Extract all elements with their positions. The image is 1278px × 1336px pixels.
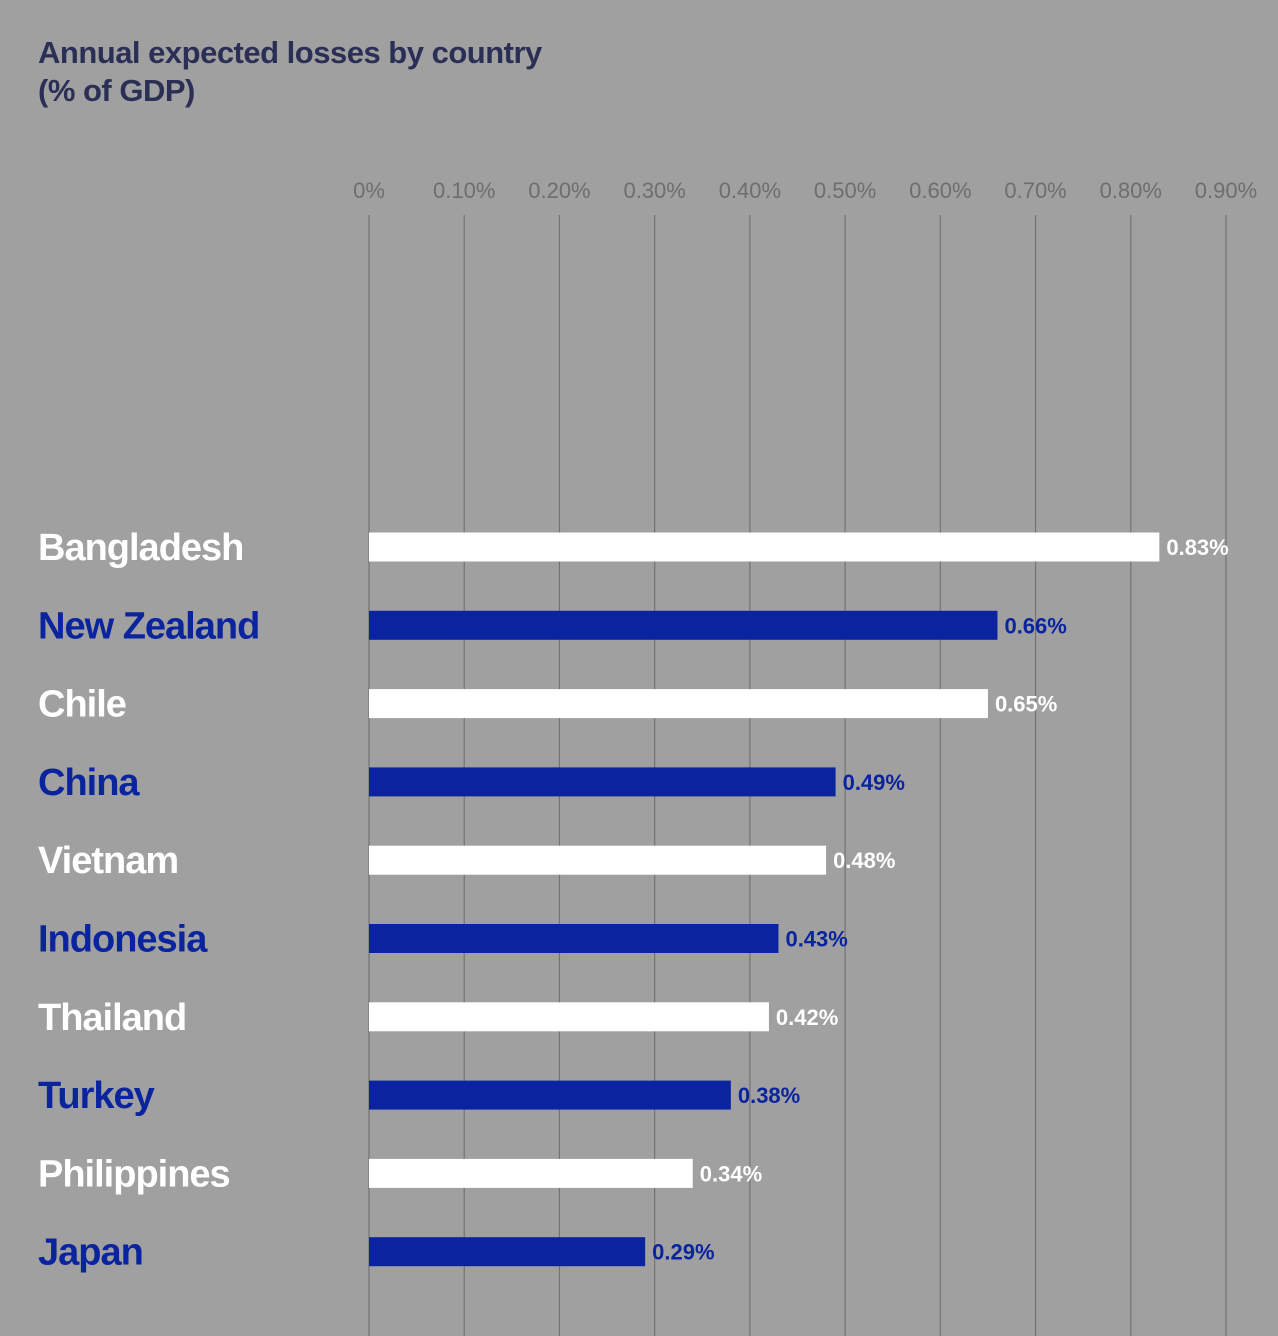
x-tick-label: 0.10% <box>433 178 495 203</box>
bar <box>369 767 836 797</box>
bar <box>369 924 779 953</box>
x-tick-label: 0% <box>353 178 385 203</box>
value-label: 0.43% <box>785 927 847 952</box>
bar <box>369 610 998 640</box>
x-tick-label: 0.50% <box>814 178 876 203</box>
chart-title-line2: (% of GDP) <box>38 73 195 108</box>
bar <box>369 689 988 719</box>
x-axis-ticks: 0% 0.10% 0.20% 0.30% 0.40% 0.50% 0.60% 0.70% 0.8… <box>353 178 1257 203</box>
chart-title-line1: Annual expected losses by country <box>38 35 542 70</box>
category-label: China <box>38 762 140 804</box>
category-labels: Bangladesh New Zealand Chile China Vietnam In… <box>38 527 260 1274</box>
bar <box>369 1002 769 1032</box>
x-tick-label: 0.20% <box>528 178 590 203</box>
x-tick-label: 0.70% <box>1004 178 1066 203</box>
x-tick-label: 0.80% <box>1100 178 1162 203</box>
value-label: 0.42% <box>776 1005 838 1030</box>
category-label: Philippines <box>38 1153 230 1195</box>
bar <box>369 1158 693 1188</box>
category-label: Bangladesh <box>38 527 243 569</box>
x-tick-label: 0.90% <box>1195 178 1257 203</box>
value-label: 0.29% <box>652 1240 714 1265</box>
value-label: 0.48% <box>833 848 895 873</box>
x-tick-label: 0.40% <box>719 178 781 203</box>
value-label: 0.83% <box>1166 535 1228 560</box>
x-tick-label: 0.30% <box>623 178 685 203</box>
chart-title: Annual expected losses by country (% of … <box>38 34 542 110</box>
value-label: 0.34% <box>700 1161 762 1186</box>
value-labels: 0.83% 0.66% 0.65% 0.49% 0.48% 0.43% 0.42% 0.38%… <box>652 535 1229 1265</box>
value-label: 0.66% <box>1004 613 1066 638</box>
category-label: Chile <box>38 684 126 726</box>
category-label: New Zealand <box>38 605 259 647</box>
value-label: 0.65% <box>995 692 1057 717</box>
bars <box>369 532 1160 1267</box>
category-label: Japan <box>38 1232 143 1274</box>
bar <box>369 1080 731 1110</box>
category-label: Turkey <box>38 1075 155 1117</box>
bar <box>369 532 1160 562</box>
category-label: Indonesia <box>38 919 208 961</box>
bar <box>369 845 827 875</box>
category-label: Vietnam <box>38 840 178 882</box>
x-tick-label: 0.60% <box>909 178 971 203</box>
bar <box>369 1237 646 1267</box>
category-label: Thailand <box>38 997 186 1039</box>
value-label: 0.38% <box>738 1083 800 1108</box>
value-label: 0.49% <box>843 770 905 795</box>
